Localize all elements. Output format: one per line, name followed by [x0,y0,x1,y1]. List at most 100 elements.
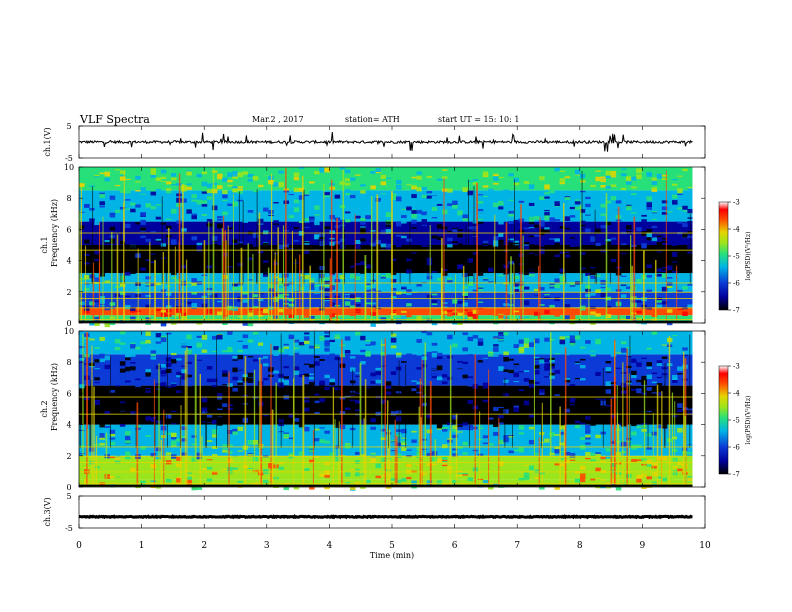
ch2-spectrogram-cell [130,467,136,471]
ch2-spectrogram-cell [130,450,136,454]
ch1-spectrogram-dropout [468,179,469,284]
ch1-spectrogram-cell [559,275,566,280]
ch2-spectrogram-cell [355,409,361,412]
ch1-spectrogram-sferic [364,255,367,323]
ch1-spectrogram-cell [406,292,412,296]
ch1-spectrogram-cell [171,173,177,177]
ch1-spectrogram-cell [130,275,136,280]
ch2-spectrogram-cell [140,401,146,404]
ch2-spectrogram-cell [513,380,520,383]
ch2-spectrogram-cell [651,346,658,351]
ch1-spectrogram-cell [472,194,479,199]
ch2-spectrogram-cell [462,374,468,379]
ch1-spectrogram-cell [370,302,376,305]
ch1-spectrogram-cell [549,217,555,222]
ch2-spectrogram-cell [344,475,351,477]
ch1-spectrogram-cell [487,170,494,175]
ch1-spectrogram-sferic [309,265,311,323]
ch2-spectrogram-cell [431,335,438,339]
ch2-spectrogram-cell [191,394,197,397]
ch1-spectrogram-sferic [154,260,156,323]
ch1-spectrogram-cell [651,252,658,256]
ch2-spectrogram-cell [181,343,187,346]
ch2-spectrogram-cell [324,331,330,334]
ch1-spectrogram-sferic [643,250,645,323]
ch2-spectrogram-cell [232,387,238,392]
ch1-spectrogram-cell [145,305,151,308]
ch1-spectrogram-cell [636,248,642,253]
ch2-spectrogram-cell [436,424,443,429]
ch2-spectrogram-cell [176,363,182,367]
ch1-spectrogram-cell [564,251,571,254]
y-tick-label: 5 [66,492,71,501]
ch2-spectrogram-cell [457,410,463,414]
ch2-spectrogram-cell [687,452,693,455]
ch2-spectrogram-cell [569,409,576,412]
ch1-spectrogram-cell [119,231,126,233]
ch1-spectrogram-cell [293,187,300,193]
ch1-spectrogram-cell [677,274,683,279]
ch1-spectrogram-cell [687,190,693,195]
ch1-spectrogram-cell [401,221,407,224]
ch1-spectrogram-cell [385,275,392,279]
ch2-spectrogram-sferic [271,409,274,487]
ch1-spectrogram-cell [401,285,407,288]
ch2-spectrogram-sferic [395,435,398,487]
ch2-spectrogram-cell [375,359,382,363]
ch1-spectrogram-cell [539,252,545,255]
ch1-spectrogram-cell [554,284,560,288]
ch1-spectrogram-cell [140,302,146,307]
ch1-spectrogram-cell [477,210,484,215]
ch2-spectrogram-cell [457,423,463,426]
ch1-spectrogram-cell [140,235,146,239]
ch2-spectrogram-cell [288,474,295,478]
ch1-spectrogram-cell [467,190,474,196]
ch2-spectrogram-cell [145,399,151,402]
ch1-spectrogram-cell [314,214,320,216]
ch1-spectrogram-cell [130,240,136,244]
ch2-spectrogram-cell [114,460,121,464]
ch2-spectrogram-cell [528,379,535,384]
ch1-spectrogram-cell [544,215,550,221]
ch1-spectrogram-cell [462,257,468,262]
ch1-spectrogram-cell [416,208,422,211]
ch1-spectrogram-cell [344,211,351,214]
ch2-spectrogram-sferic [312,429,314,487]
ch2-spectrogram-cell [580,356,586,359]
ch1-spectrogram-cell [554,238,560,242]
ch2-spectrogram-cell [227,439,233,445]
ch1-spectrogram-cell [191,245,197,248]
ch2-spectrogram-cell [252,415,259,417]
ch2-spectrogram-cell [626,381,632,385]
ch1-spectrogram-cell [544,296,550,299]
ch2-spectrogram-cell [140,397,146,399]
ch2-spectrogram-cell [431,415,438,420]
ch1-spectrogram-cell [278,281,284,286]
ch1-spectrogram-cell [503,200,509,203]
ch1-spectrogram-sferic [267,267,270,323]
ch1-spectrogram-cell [447,266,453,269]
ch1-spectrogram-cell [610,247,617,252]
ch1-spectrogram-cell [600,178,606,183]
y-tick-label: -5 [65,524,73,533]
ch1-spectrogram-cell [355,215,361,219]
ch2-spectrogram-cell [554,446,560,450]
ch1-spectrogram-cell [370,288,376,292]
ch2-spectrogram-cell [574,378,581,383]
ch1-spectrogram-cell [467,316,474,320]
ch2-spectrogram-cell [467,407,474,411]
ch2-spectrogram-cell [150,440,157,445]
ch1-spectrogram-cell [493,202,499,208]
ch2-spectrogram-cell [309,364,315,368]
ch2-spectrogram-cell [462,347,468,352]
ch1-spectrogram-cell [605,287,612,291]
ch1-spectrogram-cell [574,308,581,311]
ch2-spectrogram-cell [626,359,632,364]
ch2-spectrogram-cell [140,341,146,345]
ch2-spectrogram-cell [329,411,336,414]
ch2-spectrogram-cell [590,460,596,462]
ch2-spectrogram-cell [247,372,254,378]
ch2-spectrogram-cell [441,462,448,465]
ch1-spectrogram-cell [380,199,387,204]
ch2-spectrogram-cell [615,485,622,491]
